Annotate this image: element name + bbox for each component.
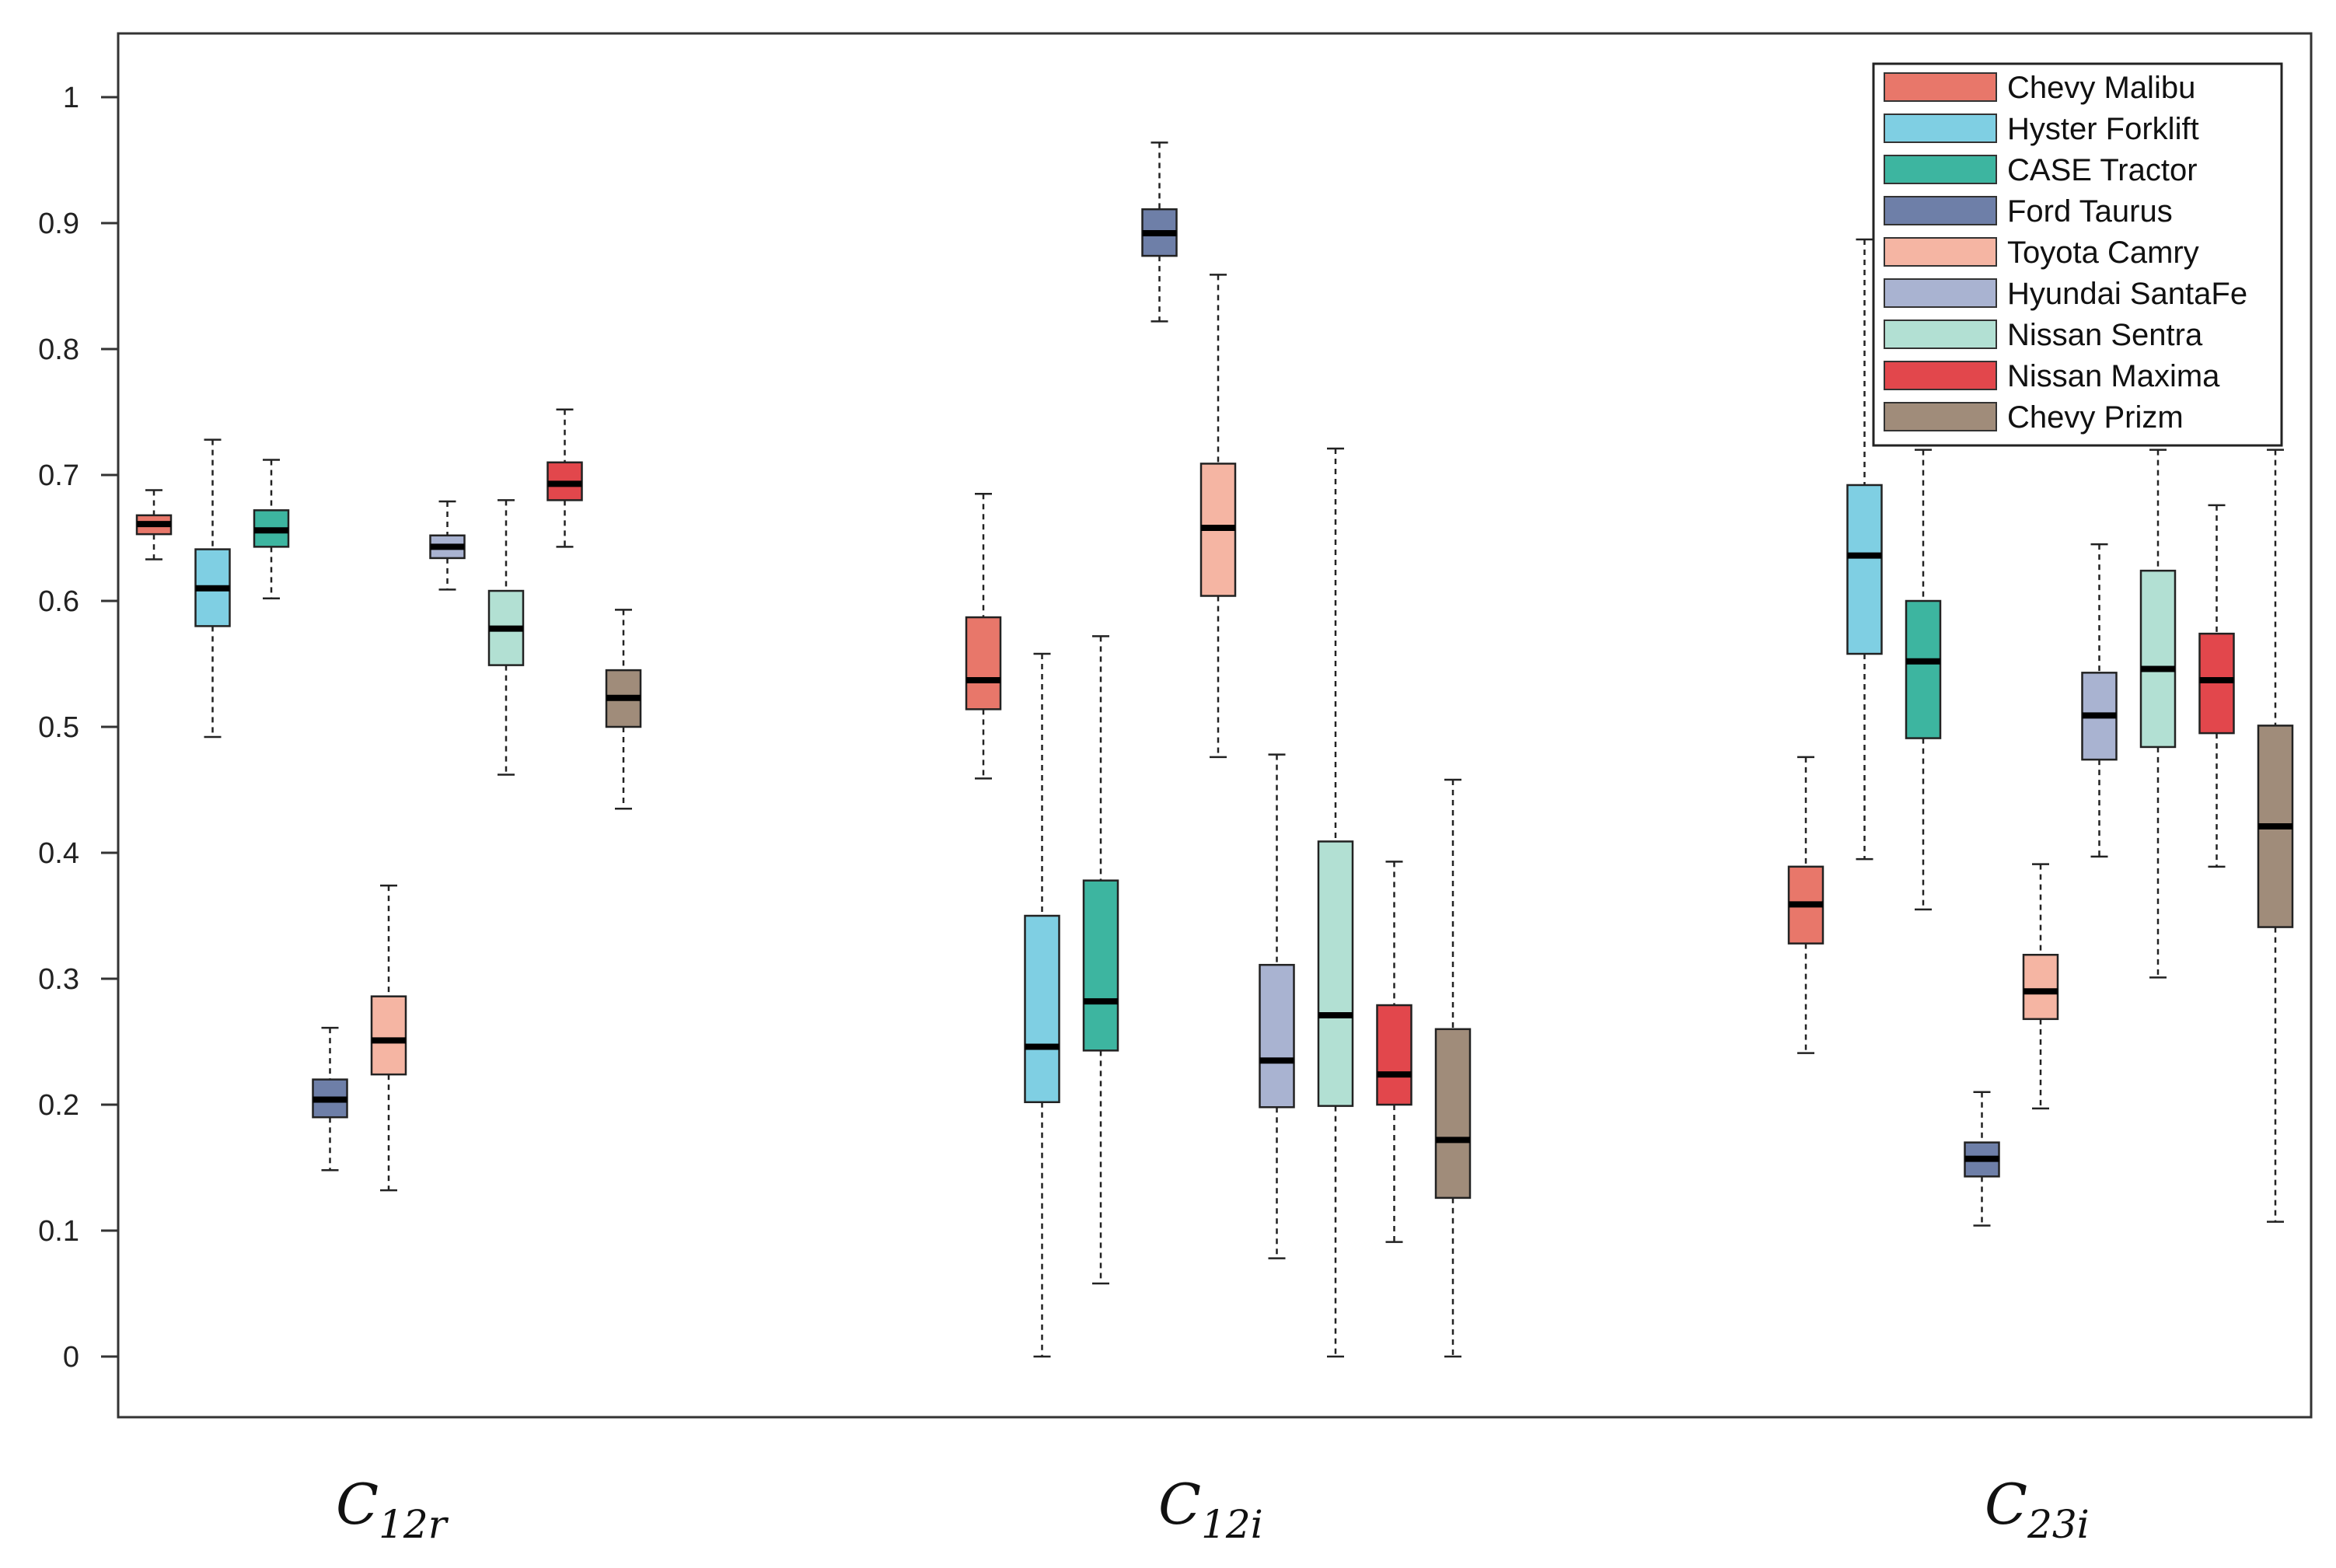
- box-iqr: [370, 995, 407, 1076]
- y-tick-label: 0.5: [38, 711, 79, 744]
- legend-swatch: [1884, 155, 1997, 184]
- group-label-2: C23i: [1985, 1472, 2090, 1547]
- box-1-0: [965, 493, 1002, 780]
- box-2-1: [1846, 238, 1883, 861]
- box-iqr: [1846, 484, 1883, 655]
- group-label-main: C: [1158, 1472, 1201, 1537]
- box-1-8: [1434, 778, 1472, 1358]
- box-iqr: [2198, 632, 2235, 735]
- box-0-0: [135, 489, 173, 560]
- box-iqr: [1434, 1028, 1472, 1200]
- y-tick-label: 0.1: [38, 1215, 79, 1248]
- legend-swatch: [1884, 361, 1997, 390]
- box-series: [135, 141, 2294, 1358]
- box-1-4: [1199, 274, 1237, 759]
- box-iqr: [1259, 963, 1295, 1109]
- box-0-7: [546, 408, 583, 548]
- box-2-5: [2081, 543, 2118, 858]
- box-2-6: [2139, 449, 2177, 979]
- legend-label: Nissan Maxima: [2007, 359, 2220, 393]
- y-tick-label: 0.4: [38, 837, 79, 870]
- box-iqr: [1317, 840, 1354, 1107]
- box-1-2: [1082, 635, 1119, 1285]
- legend-swatch: [1884, 113, 1997, 143]
- y-tick-label: 0.7: [38, 459, 79, 492]
- legend-label: CASE Tractor: [2007, 153, 2198, 187]
- legend-swatch: [1884, 278, 1997, 308]
- legend-label: Chevy Prizm: [2007, 400, 2184, 435]
- group-labels: C12r C12i C23i: [336, 1472, 2090, 1547]
- box-iqr: [1376, 1004, 1412, 1106]
- legend-swatch: [1884, 72, 1997, 102]
- legend-label: Hyundai SantaFe: [2007, 277, 2247, 311]
- box-iqr: [2022, 953, 2059, 1021]
- legend: Chevy Malibu Hyster Forklift CASE Tractor F…: [1872, 62, 2283, 447]
- y-tick-label: 0.8: [38, 334, 79, 366]
- box-0-1: [194, 438, 231, 739]
- box-2-0: [1787, 756, 1824, 1054]
- legend-swatch: [1884, 402, 1997, 431]
- box-0-2: [253, 459, 290, 600]
- box-2-8: [2257, 449, 2294, 1223]
- y-tick-label: 0: [63, 1341, 79, 1374]
- box-2-3: [1964, 1091, 2000, 1227]
- box-iqr: [1024, 914, 1060, 1104]
- box-iqr: [2139, 569, 2177, 749]
- y-tick-label: 0.6: [38, 585, 79, 618]
- group-label-1: C12i: [1158, 1472, 1263, 1547]
- group-label-0: C12r: [336, 1472, 449, 1547]
- y-tick-label: 0.3: [38, 963, 79, 996]
- plot-frame: [117, 32, 2313, 1419]
- box-1-1: [1024, 652, 1060, 1358]
- group-label-main: C: [1985, 1472, 2027, 1537]
- box-0-5: [429, 500, 466, 591]
- legend-label: Ford Taurus: [2007, 194, 2173, 229]
- box-1-5: [1259, 753, 1295, 1259]
- legend-swatch: [1884, 237, 1997, 267]
- box-0-8: [605, 609, 642, 810]
- box-1-7: [1376, 861, 1412, 1243]
- box-0-6: [487, 499, 525, 776]
- box-1-3: [1141, 141, 1178, 323]
- box-2-4: [2022, 863, 2059, 1110]
- box-iqr: [1905, 599, 1942, 739]
- group-label-subscript: 23i: [2027, 1502, 2090, 1547]
- box-0-3: [312, 1026, 348, 1172]
- legend-swatch: [1884, 320, 1997, 349]
- y-tick-label: 0.2: [38, 1089, 79, 1122]
- box-iqr: [1082, 879, 1119, 1052]
- y-axis: 0 0.1 0.2 0.3 0.4 0.5 0.6 0.7 0.8 0.9 1: [38, 82, 118, 1374]
- box-2-7: [2198, 504, 2235, 868]
- legend-label: Toyota Camry: [2007, 236, 2199, 270]
- legend-swatch: [1884, 196, 1997, 225]
- legend-label: Hyster Forklift: [2007, 112, 2199, 146]
- box-2-2: [1905, 449, 1942, 911]
- group-label-main: C: [336, 1472, 379, 1537]
- box-1-6: [1317, 447, 1354, 1358]
- box-0-4: [370, 884, 407, 1192]
- y-tick-label: 0.9: [38, 208, 79, 240]
- group-label-subscript: 12i: [1201, 1502, 1263, 1547]
- legend-label: Chevy Malibu: [2007, 71, 2195, 105]
- box-iqr: [965, 616, 1002, 711]
- y-tick-label: 1: [63, 82, 79, 114]
- group-label-subscript: 12r: [379, 1502, 449, 1547]
- legend-label: Nissan Sentra: [2007, 318, 2203, 352]
